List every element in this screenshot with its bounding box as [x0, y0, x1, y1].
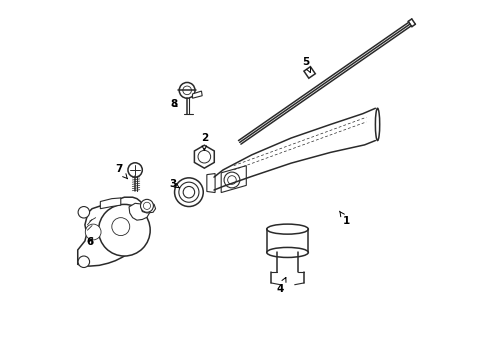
Circle shape [224, 172, 239, 188]
Circle shape [99, 204, 150, 256]
Text: 3: 3 [169, 179, 179, 189]
Circle shape [179, 82, 195, 98]
Polygon shape [78, 197, 144, 266]
Text: 1: 1 [339, 211, 349, 226]
Circle shape [78, 207, 89, 218]
Polygon shape [140, 202, 155, 213]
Polygon shape [129, 203, 149, 220]
Polygon shape [221, 166, 246, 193]
Circle shape [183, 86, 191, 95]
Polygon shape [100, 198, 121, 209]
Polygon shape [304, 67, 315, 78]
Text: 4: 4 [276, 278, 285, 294]
Circle shape [112, 218, 129, 235]
Text: 7: 7 [115, 164, 127, 179]
Text: 6: 6 [86, 237, 94, 247]
Ellipse shape [375, 108, 379, 140]
Circle shape [78, 256, 89, 267]
Circle shape [227, 176, 236, 184]
Text: 2: 2 [200, 133, 207, 150]
Circle shape [85, 224, 101, 240]
Circle shape [128, 163, 142, 177]
Circle shape [179, 182, 199, 202]
Text: 8: 8 [170, 99, 177, 109]
Circle shape [174, 178, 203, 207]
Text: 5: 5 [301, 57, 310, 73]
Polygon shape [206, 174, 215, 193]
Ellipse shape [266, 247, 308, 257]
Ellipse shape [266, 224, 308, 234]
Polygon shape [194, 145, 214, 168]
Circle shape [198, 150, 210, 163]
Circle shape [183, 186, 194, 198]
Circle shape [140, 199, 153, 212]
Circle shape [143, 202, 150, 210]
Polygon shape [192, 91, 202, 98]
